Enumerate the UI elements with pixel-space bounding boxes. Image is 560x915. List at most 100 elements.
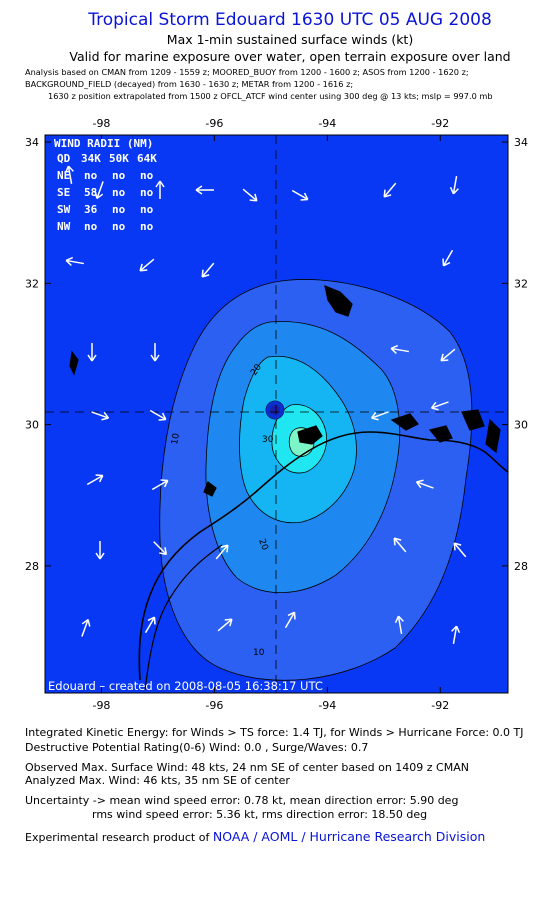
wind-arrow bbox=[449, 176, 459, 195]
y-tick-label-right: 34 bbox=[514, 136, 528, 149]
wind-arrow bbox=[394, 615, 404, 634]
credit-line: Edouard – created on 2008-08-05 16:38:17… bbox=[48, 679, 323, 693]
uncertainty-line-2: rms wind speed error: 5.36 kt, rms direc… bbox=[92, 808, 428, 821]
wind-arrow bbox=[440, 348, 456, 362]
wind-arrow bbox=[383, 182, 397, 198]
validity-note: Valid for marine exposure over water, op… bbox=[69, 49, 511, 64]
x-tick-label-top: -96 bbox=[205, 117, 223, 130]
contour-label-10b: 10 bbox=[253, 648, 265, 658]
ike-line: Integrated Kinetic Energy: for Winds > T… bbox=[25, 726, 524, 739]
wind-arrow bbox=[201, 262, 215, 278]
wind-radii-h3: 64K bbox=[137, 152, 157, 165]
wind-radii-r1-50k: no bbox=[112, 186, 126, 199]
wind-radii-r2-34k: 36 bbox=[84, 203, 98, 216]
wind-radii-r1-34k: 58 bbox=[84, 186, 97, 199]
wind-radii-h1: 34K bbox=[81, 152, 101, 165]
contour-line-20 bbox=[205, 321, 401, 593]
x-tick-label-bottom: -96 bbox=[205, 699, 223, 712]
y-tick-label-left: 28 bbox=[25, 560, 39, 573]
wind-radii-r0-34k: no bbox=[84, 169, 98, 182]
y-tick-label-right: 30 bbox=[514, 419, 528, 432]
x-tick-label-top: -94 bbox=[318, 117, 336, 130]
y-tick-label-left: 34 bbox=[25, 136, 39, 149]
plot-border bbox=[44, 134, 509, 694]
wind-arrow bbox=[81, 618, 91, 637]
wind-arrow bbox=[139, 258, 155, 272]
contour-label-30: 30 bbox=[262, 435, 274, 445]
wind-arrow bbox=[151, 479, 169, 491]
wind-arrows bbox=[64, 165, 467, 644]
wind-arrow bbox=[150, 343, 160, 362]
chart-subtitle: Max 1-min sustained surface winds (kt) bbox=[166, 32, 414, 47]
observed-max-line: Observed Max. Surface Wind: 48 kts, 24 n… bbox=[25, 761, 469, 774]
chart-title: Tropical Storm Edouard 1630 UTC 05 AUG 2… bbox=[88, 10, 492, 30]
wind-radii-r1-qd: SE bbox=[57, 186, 70, 199]
coastline bbox=[69, 285, 509, 691]
dpr-line: Destructive Potential Rating(0-6) Wind: … bbox=[25, 741, 369, 754]
wind-arrow bbox=[86, 474, 104, 486]
wind-radii-r0-64k: no bbox=[140, 169, 154, 182]
y-tick-label-left: 32 bbox=[25, 277, 39, 290]
wind-radii-h0: QD bbox=[57, 152, 71, 165]
wind-radii-r3-64k: no bbox=[140, 220, 154, 233]
wind-radii-r2-qd: SW bbox=[57, 203, 71, 216]
x-tick-label-top: -92 bbox=[431, 117, 449, 130]
wind-arrow bbox=[149, 409, 167, 421]
wind-arrow bbox=[390, 344, 409, 354]
wind-arrow bbox=[442, 249, 454, 267]
x-tick-label-bottom: -98 bbox=[92, 699, 110, 712]
product-line: Experimental research product of NOAA / … bbox=[25, 829, 485, 844]
contour-line-40 bbox=[271, 404, 327, 474]
wind-radii-r3-qd: NW bbox=[57, 220, 71, 233]
wind-arrow bbox=[284, 611, 296, 629]
wind-arrow bbox=[153, 541, 168, 556]
wind-arrow bbox=[155, 180, 165, 199]
wind-radii-r2-64k: no bbox=[140, 203, 154, 216]
wind-radii-r0-qd: NE bbox=[57, 169, 70, 182]
y-tick-label-right: 32 bbox=[514, 277, 528, 290]
wind-arrow bbox=[65, 256, 84, 266]
wind-arrow bbox=[217, 618, 233, 632]
wind-radii-r0-50k: no bbox=[112, 169, 126, 182]
wind-arrow bbox=[451, 625, 461, 644]
y-tick-label-right: 28 bbox=[514, 560, 528, 573]
wind-arrow bbox=[64, 165, 74, 184]
contour-label-20b: 20 bbox=[256, 538, 269, 552]
analysis-line-2: BACKGROUND_FIELD (decayed) from 1630 - 1… bbox=[25, 79, 354, 89]
wind-arrow bbox=[91, 411, 110, 421]
wind-map: 10 10 20 20 30 -98-98-96-96-94-94-92-923… bbox=[25, 117, 528, 712]
wind-arrow bbox=[291, 189, 309, 201]
x-tick-label-top: -98 bbox=[92, 117, 110, 130]
wind-arrow bbox=[215, 544, 229, 560]
x-tick-label-bottom: -94 bbox=[318, 699, 336, 712]
x-tick-label-bottom: -92 bbox=[431, 699, 449, 712]
contour-line-30 bbox=[239, 355, 357, 524]
wind-arrow bbox=[195, 185, 214, 195]
wind-arrow bbox=[87, 343, 97, 362]
analyzed-max-line: Analyzed Max. Wind: 46 kts, 35 nm SE of … bbox=[25, 774, 290, 787]
contour-label-10a: 10 bbox=[170, 432, 182, 445]
wind-arrow bbox=[242, 188, 258, 202]
product-prefix: Experimental research product of bbox=[25, 831, 210, 844]
analysis-line-1: Analysis based on CMAN from 1209 - 1559 … bbox=[25, 67, 469, 77]
wind-arrow bbox=[370, 411, 389, 421]
axis-ticks: -98 -98 -96 -96 -94 -94 -92 -92 34 34 32 32 30 30 28 28 bbox=[25, 117, 528, 712]
wind-radii-table: WIND RADII (NM) QD 34K 50K 64K NE no no … bbox=[54, 137, 157, 233]
analysis-line-3: 1630 z position extrapolated from 1500 z… bbox=[48, 91, 493, 101]
wind-arrow bbox=[95, 541, 105, 560]
wind-arrow bbox=[430, 401, 449, 411]
wind-arrow bbox=[393, 537, 407, 553]
wind-radii-r1-64k: no bbox=[140, 186, 154, 199]
y-tick-label-left: 30 bbox=[25, 419, 39, 432]
wind-radii-r3-50k: no bbox=[112, 220, 126, 233]
wind-arrow bbox=[415, 479, 434, 489]
wind-radii-h2: 50K bbox=[109, 152, 129, 165]
uncertainty-line-1: Uncertainty -> mean wind speed error: 0.… bbox=[25, 794, 459, 807]
wind-arrow bbox=[453, 542, 467, 558]
wind-arrow bbox=[94, 181, 104, 200]
wind-radii-r2-50k: no bbox=[112, 203, 126, 216]
wind-radii-title: WIND RADII (NM) bbox=[54, 137, 153, 150]
noaa-aoml-link[interactable]: NOAA / AOML / Hurricane Research Divisio… bbox=[212, 829, 486, 844]
eye-core bbox=[270, 405, 280, 415]
wind-radii-r3-34k: no bbox=[84, 220, 98, 233]
